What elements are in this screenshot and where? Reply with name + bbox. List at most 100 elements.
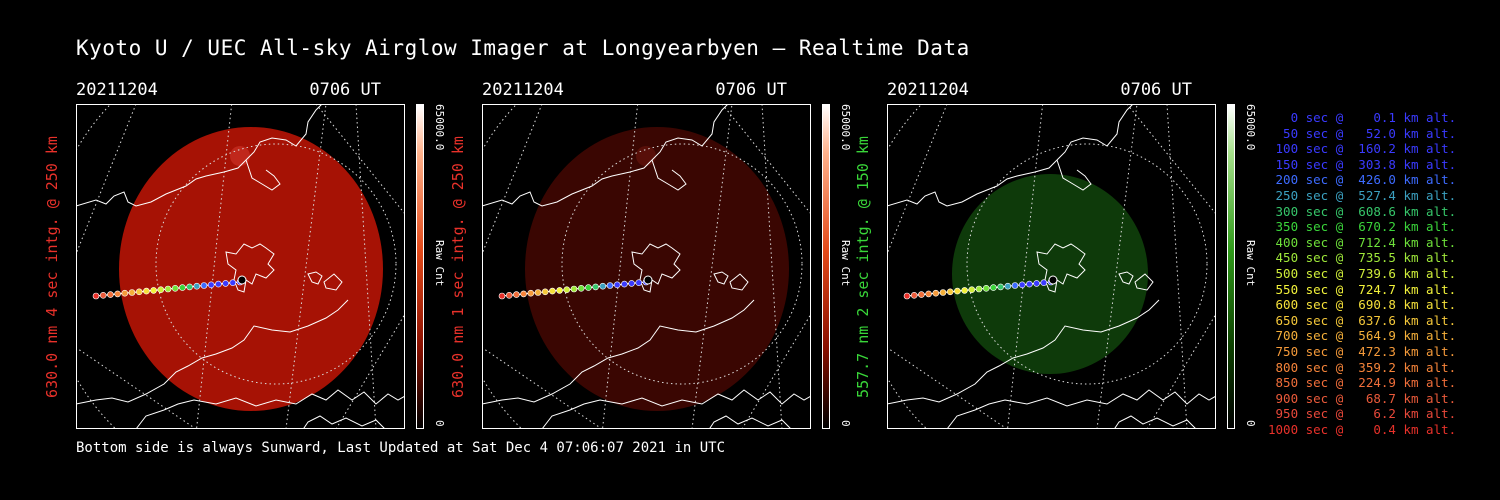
trajectory-point xyxy=(150,287,157,294)
trajectory-point xyxy=(186,283,193,291)
trajectory-point xyxy=(563,286,571,293)
trajectory-point xyxy=(541,288,549,296)
legend-entry: 550 sec @ 724.7 km alt. xyxy=(1268,281,1457,297)
wavelength-label: 630.0 nm 1 sec intg. @ 250 km xyxy=(449,135,467,398)
legend-entry: 500 sec @ 739.6 km alt. xyxy=(1268,265,1457,281)
legend-entry: 50 sec @ 52.0 km alt. xyxy=(1268,125,1457,141)
legend-entry: 200 sec @ 426.0 km alt. xyxy=(1268,172,1457,188)
trajectory-point xyxy=(621,280,628,288)
trajectory-point xyxy=(1026,280,1033,288)
legend-entry: 700 sec @ 564.9 km alt. xyxy=(1268,328,1457,344)
colorbar xyxy=(1227,104,1235,429)
trajectory-point xyxy=(556,287,563,294)
trajectory-legend: 0 sec @ 0.1 km alt. 50 sec @ 52.0 km alt… xyxy=(1268,110,1457,437)
trajectory-point xyxy=(592,283,599,291)
trajectory-point xyxy=(982,285,990,292)
legend-entry: 350 sec @ 670.2 km alt. xyxy=(1268,219,1457,235)
panel-date: 20211204 xyxy=(887,80,969,100)
trajectory-point xyxy=(961,287,968,294)
trajectory-point xyxy=(975,285,983,293)
legend-entry: 450 sec @ 735.5 km alt. xyxy=(1268,250,1457,266)
legend-entry: 150 sec @ 303.8 km alt. xyxy=(1268,156,1457,172)
wavelength-label: 557.7 nm 2 sec intg. @ 150 km xyxy=(854,135,872,398)
trajectory-point xyxy=(968,286,976,293)
legend-entry: 0 sec @ 0.1 km alt. xyxy=(1268,110,1457,125)
trajectory-point xyxy=(1040,279,1048,286)
trajectory-point xyxy=(200,282,208,289)
page-title: Kyoto U / UEC All-sky Airglow Imager at … xyxy=(76,36,970,60)
trajectory-point xyxy=(997,283,1004,291)
airglow-disc xyxy=(952,174,1148,374)
panel-date: 20211204 xyxy=(76,80,158,100)
trajectory-point xyxy=(207,281,215,289)
panel-time: 0706 UT xyxy=(715,80,787,100)
legend-entry: 900 sec @ 68.7 km alt. xyxy=(1268,390,1457,406)
trajectory-point xyxy=(910,292,918,299)
legend-entry: 100 sec @ 160.2 km alt. xyxy=(1268,141,1457,157)
trajectory-point xyxy=(534,289,542,296)
trajectory-point xyxy=(549,287,556,295)
trajectory-point xyxy=(107,291,114,298)
panel-time: 0706 UT xyxy=(309,80,381,100)
trajectory-point xyxy=(606,282,614,289)
wavelength-label: 630.0 nm 4 sec intg. @ 250 km xyxy=(43,135,61,398)
map-canvas xyxy=(76,104,405,429)
trajectory-point xyxy=(1011,282,1019,289)
trajectory-point xyxy=(990,284,997,291)
trajectory-point xyxy=(498,292,506,300)
trajectory-point xyxy=(505,292,513,299)
trajectory-point xyxy=(157,286,165,293)
airglow-panel-1: 20211204 0706 UT 630.0 nm 4 sec intg. @ … xyxy=(43,80,456,430)
trajectory-point xyxy=(92,292,100,300)
all-sky-map xyxy=(482,104,811,429)
legend-entry: 950 sec @ 6.2 km alt. xyxy=(1268,406,1457,422)
airglow-panel-3: 20211204 0706 UT 557.7 nm 2 sec intg. @ … xyxy=(854,80,1267,430)
panel-time: 0706 UT xyxy=(1120,80,1192,100)
legend-entry: 300 sec @ 608.6 km alt. xyxy=(1268,203,1457,219)
trajectory-point xyxy=(1018,281,1026,289)
trajectory-point xyxy=(215,280,222,288)
trajectory-point xyxy=(599,282,607,290)
trajectory-point xyxy=(114,290,121,298)
legend-entry: 1000 sec @ 0.4 km alt. xyxy=(1268,421,1457,437)
trajectory-point xyxy=(520,290,527,298)
legend-entry: 600 sec @ 690.8 km alt. xyxy=(1268,297,1457,313)
trajectory-point xyxy=(121,289,129,297)
trajectory-point xyxy=(128,289,136,296)
trajectory-point xyxy=(222,280,229,287)
trajectory-point xyxy=(903,292,911,300)
trajectory-point xyxy=(171,285,179,292)
legend-entry: 850 sec @ 224.9 km alt. xyxy=(1268,375,1457,391)
trajectory-point xyxy=(99,292,107,299)
trajectory-point xyxy=(613,281,621,289)
trajectory-point xyxy=(229,279,237,286)
legend-entry: 650 sec @ 637.6 km alt. xyxy=(1268,312,1457,328)
trajectory-point xyxy=(939,289,947,296)
trajectory-point xyxy=(1033,280,1040,287)
map-canvas xyxy=(887,104,1216,429)
trajectory-point xyxy=(143,287,150,295)
trajectory-point xyxy=(570,285,578,293)
legend-entry: 400 sec @ 712.4 km alt. xyxy=(1268,234,1457,250)
trajectory-point xyxy=(918,291,925,298)
trajectory-point xyxy=(954,287,961,295)
trajectory-point xyxy=(925,290,932,298)
trajectory-point xyxy=(585,284,592,291)
legend-entry: 800 sec @ 359.2 km alt. xyxy=(1268,359,1457,375)
airglow-disc xyxy=(119,127,383,411)
trajectory-point xyxy=(135,288,143,296)
trajectory-point xyxy=(513,291,520,298)
airglow-disc xyxy=(525,127,789,411)
airglow-panel-2: 20211204 0706 UT 630.0 nm 1 sec intg. @ … xyxy=(449,80,862,430)
colorbar xyxy=(416,104,424,429)
trajectory-point xyxy=(635,279,643,286)
trajectory-point xyxy=(1004,282,1012,290)
trajectory-point xyxy=(527,289,535,297)
trajectory-point xyxy=(577,285,585,292)
panel-date: 20211204 xyxy=(482,80,564,100)
colorbar xyxy=(822,104,830,429)
legend-entry: 250 sec @ 527.4 km alt. xyxy=(1268,187,1457,203)
all-sky-map xyxy=(76,104,405,429)
trajectory-point xyxy=(164,285,172,293)
trajectory-point xyxy=(946,288,954,296)
